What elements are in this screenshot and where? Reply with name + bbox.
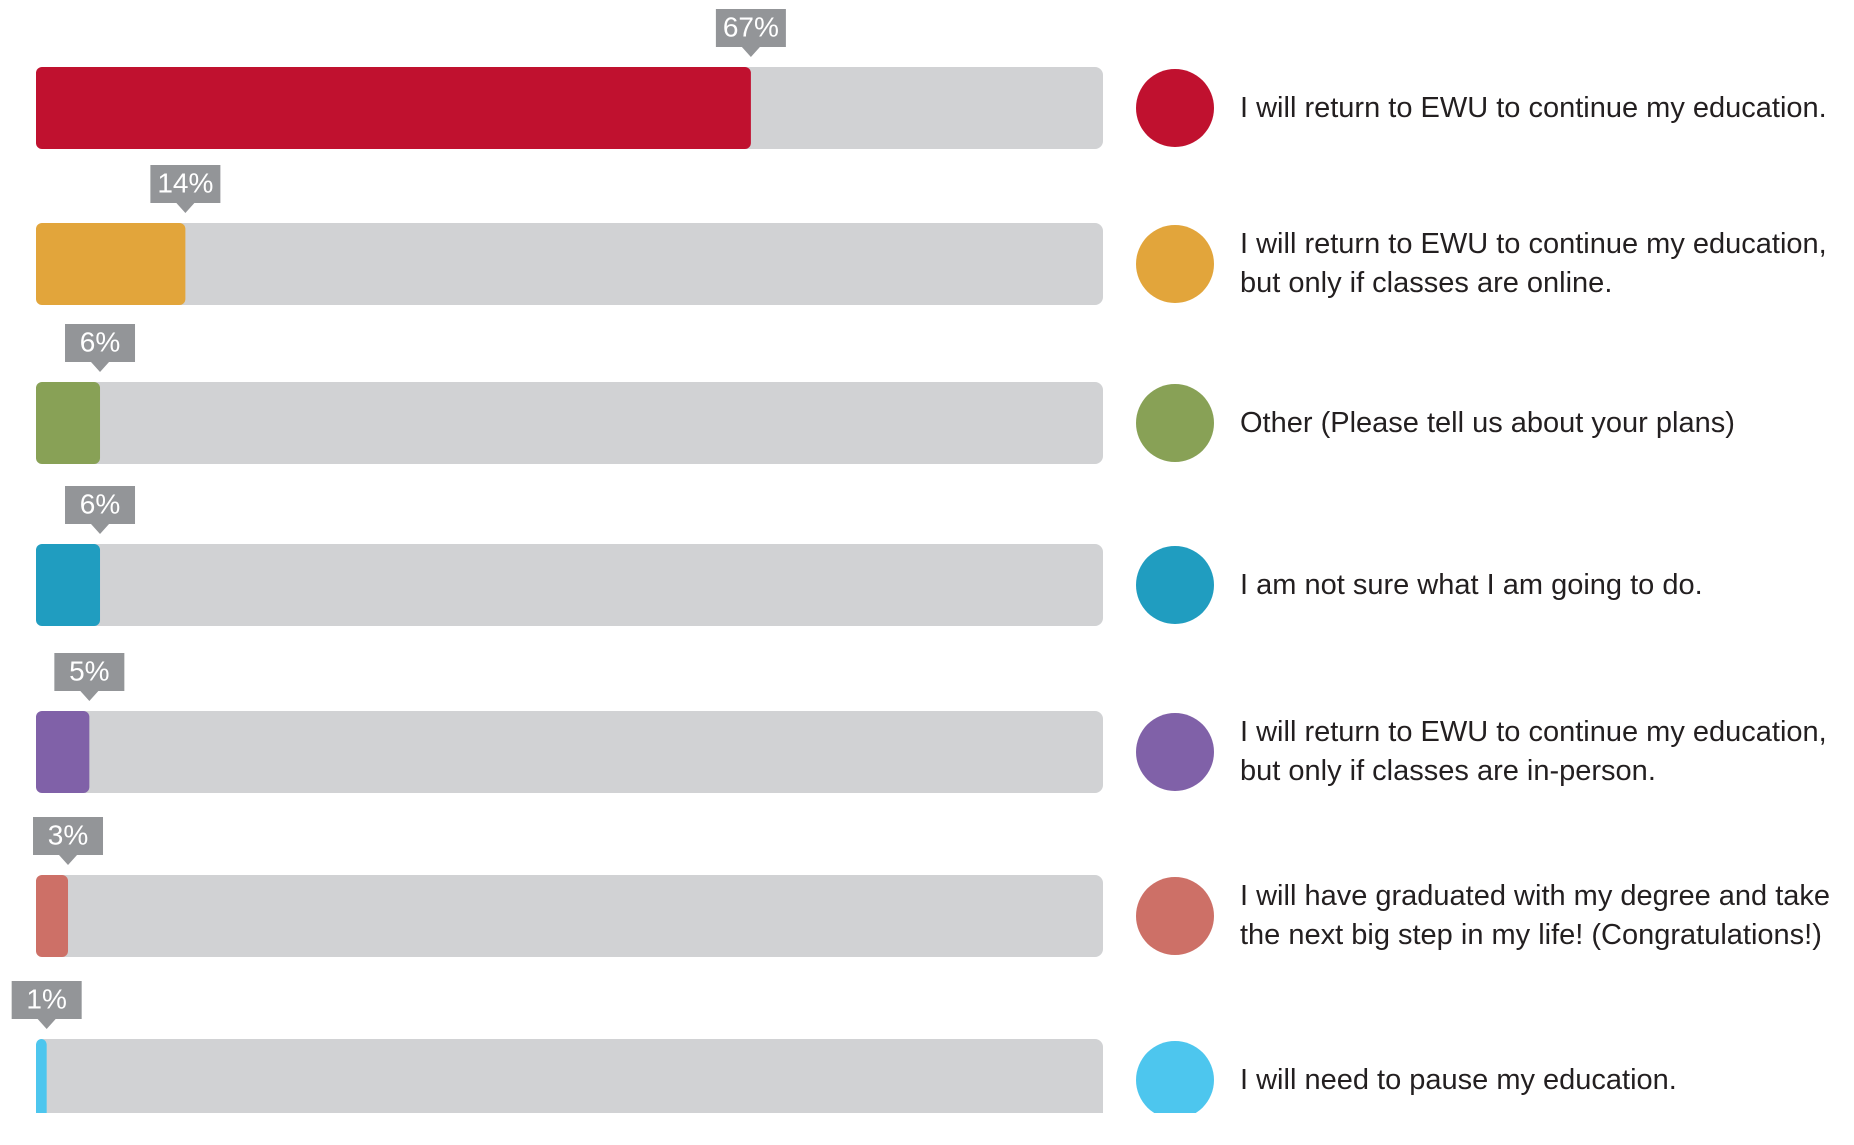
bar-track [36,223,1103,305]
legend-swatch [1136,384,1214,462]
bar [36,382,101,464]
legend-swatch [1136,877,1214,955]
value-label: 5% [69,655,109,686]
value-label-pointer [176,203,195,213]
chart: 67% 14% 6% 6% 5% 3% 1% [11,9,1214,1113]
legend-label: I will return to EWU to continue my educ… [1240,228,1827,299]
legend-swatch [1136,69,1214,147]
legend-swatch [1136,1041,1214,1113]
legend-label: I will return to EWU to continue my educ… [1240,716,1827,787]
legend-label: I will need to pause my education. [1240,1063,1677,1096]
value-label-box [715,9,786,47]
value-label-box [54,653,125,691]
bar-track [36,382,1103,464]
bar [36,223,186,305]
bar-track [36,711,1103,793]
value-label-pointer [80,691,99,701]
value-label: 1% [26,983,66,1014]
bar [36,875,69,957]
value-label-box [65,486,136,524]
legend-swatch [1136,546,1214,624]
legend-label: I will have graduated with my degree and… [1240,880,1831,951]
value-label: 6% [80,488,120,519]
legend-swatch [1136,225,1214,303]
value-label-pointer [741,47,760,57]
bar [36,711,90,793]
bar-track [36,544,1103,626]
value-label-box [11,981,82,1019]
legend-swatch [1136,713,1214,791]
value-label: 14% [157,167,213,198]
value-label-pointer [37,1019,56,1029]
legend-label: I will return to EWU to continue my educ… [1240,91,1827,124]
bar [36,67,751,149]
value-label: 67% [723,11,779,42]
page: 67%14%6%6%5%3%1% (() => { const data = J… [11,9,1831,1113]
bar [36,1039,47,1113]
value-label-box [150,165,221,203]
bar [36,544,101,626]
value-label: 6% [80,326,120,357]
legend-label: I am not sure what I am going to do. [1240,568,1703,601]
value-label-box [33,817,104,855]
value-label-box [65,324,136,362]
bar-track [36,1039,1103,1113]
legend-label: Other (Please tell us about your plans) [1240,406,1735,439]
value-label: 3% [48,819,88,850]
value-label-pointer [91,362,110,372]
value-label-pointer [91,524,110,534]
bar-track [36,875,1103,957]
value-label-pointer [59,855,78,865]
